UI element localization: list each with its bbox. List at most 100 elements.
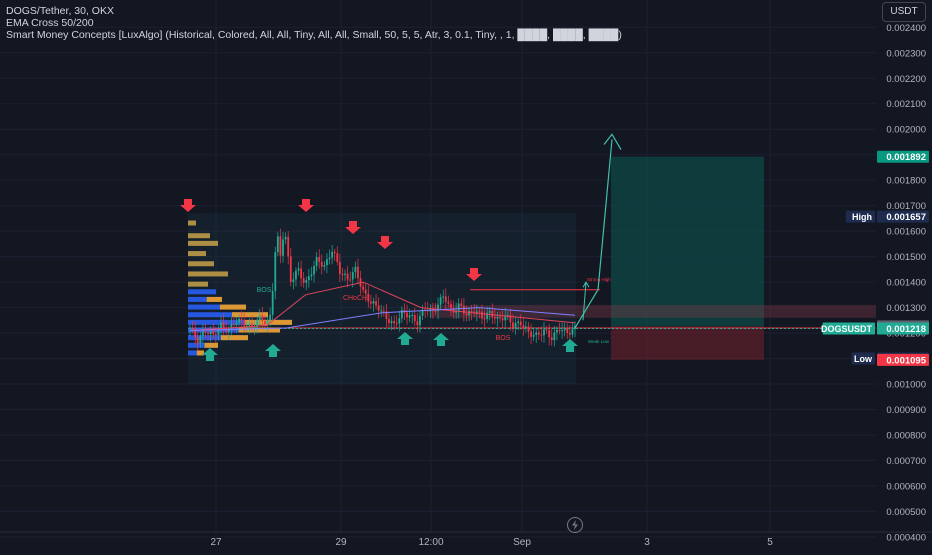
price-axis-tick: 0.002400	[886, 23, 926, 34]
candle-body	[338, 261, 341, 274]
strong-high-label: Strong High	[587, 277, 611, 282]
candle-body	[307, 276, 310, 281]
candle-body	[499, 316, 501, 319]
candle-body	[483, 318, 486, 320]
candle-body	[408, 315, 411, 318]
price-badge	[877, 150, 929, 163]
candle-body	[238, 318, 240, 323]
volume-profile-bar	[188, 240, 218, 246]
price-badge-label: Low	[854, 354, 873, 364]
volume-profile-bar	[188, 319, 292, 325]
candle-body	[209, 331, 212, 335]
candle-body	[553, 332, 556, 341]
candle-body	[256, 319, 259, 328]
candle-body	[222, 322, 225, 328]
price-badge-label: DOGSUSDT	[821, 324, 873, 334]
down-arrow-icon	[345, 221, 361, 234]
candle-body	[204, 331, 207, 333]
candle-body	[212, 331, 215, 335]
candle-body	[351, 272, 354, 280]
candle-body	[346, 273, 349, 280]
candle-body	[258, 315, 261, 320]
volume-profile-bar	[188, 296, 222, 302]
smc-indicator-label[interactable]: Smart Money Concepts [LuxAlgo] (Historic…	[6, 29, 622, 41]
candle-body	[491, 311, 494, 318]
candle-body	[194, 329, 197, 338]
symbol-title[interactable]: DOGS/Tether, 30, OKX	[6, 5, 114, 17]
candle-body	[264, 321, 266, 325]
candle-body	[522, 325, 525, 328]
candle-body	[227, 329, 230, 332]
candle-body	[514, 323, 517, 328]
price-axis-tick: 0.000700	[886, 456, 926, 467]
time-axis-tick: 5	[767, 537, 773, 548]
candle-body	[561, 330, 563, 332]
candle-body	[475, 311, 478, 314]
candle-body	[421, 309, 424, 316]
candle-body	[444, 296, 447, 302]
candle-body	[390, 321, 393, 324]
bos-label-bearish: BOS	[496, 335, 511, 342]
candle-body	[571, 329, 574, 335]
candle-body	[488, 311, 491, 313]
candle-body	[202, 331, 204, 336]
candle-body	[331, 251, 334, 258]
candle-body	[470, 310, 473, 313]
price-axis-tick: 0.000500	[886, 507, 926, 518]
candle-body	[313, 266, 315, 275]
candle-body	[388, 318, 390, 324]
down-arrow-icon	[377, 236, 393, 249]
candle-body	[214, 334, 217, 336]
candle-body	[271, 291, 274, 315]
candle-body	[199, 335, 202, 344]
chart-legend: DOGS/Tether, 30, OKX EMA Cross 50/200 Sm…	[6, 5, 622, 41]
candle-body	[563, 328, 566, 331]
price-axis-tick: 0.002200	[886, 74, 926, 85]
candle-body	[328, 257, 331, 260]
candle-body	[326, 259, 328, 266]
candle-body	[550, 337, 553, 341]
candle-body	[517, 321, 520, 324]
candle-body	[434, 310, 437, 312]
candle-body	[274, 252, 277, 292]
small-projection-arrow	[582, 281, 590, 321]
candle-body	[300, 268, 303, 279]
candle-body	[558, 330, 561, 332]
price-badge-value: 0.001218	[886, 324, 926, 335]
ema-fast-line	[189, 281, 576, 331]
candle-body	[519, 321, 522, 326]
candle-body	[375, 301, 377, 306]
candle-body	[302, 278, 305, 283]
price-axis-tick: 0.001400	[886, 278, 926, 289]
candle-body	[442, 296, 445, 298]
candle-body	[493, 317, 496, 319]
price-badge	[877, 322, 929, 335]
candle-body	[535, 332, 538, 335]
candle-body	[540, 334, 543, 336]
candle-body	[380, 310, 383, 312]
candle-body	[292, 279, 295, 282]
price-axis-tick: 0.000900	[886, 405, 926, 416]
price-axis-tick: 0.000800	[886, 430, 926, 441]
candle-body	[377, 305, 380, 311]
candle-body	[248, 323, 251, 326]
volume-profile-bar-sell	[232, 312, 268, 318]
candle-body	[336, 253, 339, 262]
ema-indicator-label[interactable]: EMA Cross 50/200	[6, 17, 94, 29]
candle-body	[282, 239, 284, 256]
currency-button[interactable]: USDT	[882, 2, 926, 22]
volume-profile-bar	[188, 233, 210, 239]
price-badge-value: 0.001892	[886, 152, 926, 163]
candle-body	[455, 310, 458, 313]
replay-icon[interactable]	[567, 517, 583, 533]
candle-body	[349, 279, 352, 281]
time-axis-tick: 12:00	[418, 537, 443, 548]
candle-body	[333, 251, 336, 254]
candle-body	[362, 286, 365, 290]
candle-body	[310, 274, 313, 277]
candle-body	[537, 332, 540, 335]
candle-body	[439, 297, 442, 305]
candle-body	[527, 326, 530, 332]
